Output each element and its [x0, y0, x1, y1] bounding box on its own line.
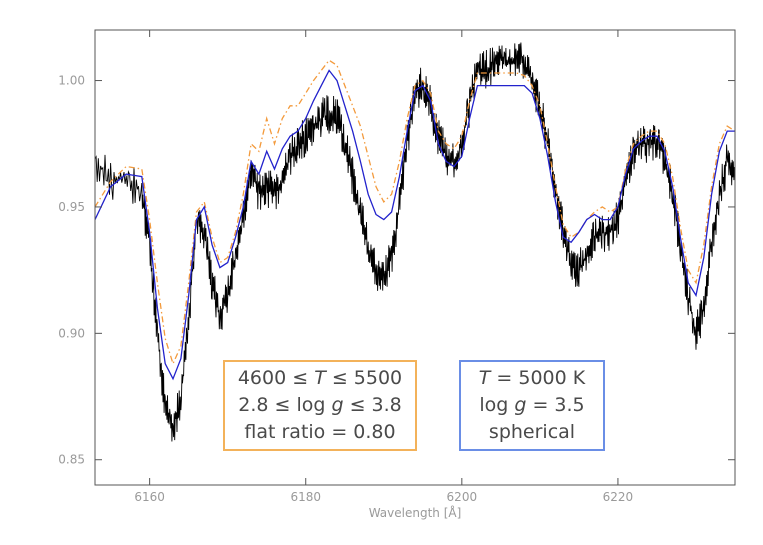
axis-ticks: 6160 6180 6200 6220 0.85 0.90 0.95 1.00: [58, 30, 735, 504]
legend-blue-line1: T = 5000 K: [461, 365, 603, 392]
legend-orange: 4600 ≤ T ≤ 5500 2.8 ≤ log g ≤ 3.8 flat r…: [223, 360, 417, 451]
series-line-2: [94, 69, 735, 381]
legend-orange-line2: 2.8 ≤ log g ≤ 3.8: [225, 392, 415, 419]
y-tick-label: 1.00: [58, 74, 85, 88]
legend-blue-line3: spherical: [488, 421, 576, 443]
legend-blue-line2-c: = 3.5: [526, 394, 585, 416]
legend-orange-line2-b: g: [331, 394, 344, 416]
x-tick-label: 6160: [134, 490, 165, 504]
series-line-0: [94, 42, 736, 442]
legend-orange-line2-c: ≤ 3.8: [343, 394, 402, 416]
legend-orange-line1-c: ≤ 5500: [325, 367, 403, 389]
legend-orange-line1-a: 4600 ≤: [237, 367, 315, 389]
x-tick-label: 6200: [447, 490, 478, 504]
x-axis-label: Wavelength [Å]: [369, 505, 462, 520]
legend-blue-line2: log g = 3.5: [461, 392, 603, 419]
series-line-1: [94, 59, 736, 366]
y-tick-label: 0.85: [58, 453, 85, 467]
legend-blue: T = 5000 K log g = 3.5 spherical: [459, 360, 605, 451]
legend-orange-line1: 4600 ≤ T ≤ 5500: [225, 365, 415, 392]
x-tick-label: 6180: [290, 490, 321, 504]
y-tick-label: 0.90: [58, 326, 85, 340]
plot-frame: [94, 29, 736, 486]
y-tick-label: 0.95: [58, 200, 85, 214]
legend-orange-line1-b: T: [314, 367, 326, 389]
legend-blue-line2-b: g: [514, 394, 527, 416]
legend-blue-line1-a: T: [478, 367, 491, 389]
legend-orange-line2-a: 2.8 ≤ log: [238, 394, 332, 416]
legend-blue-line2-a: log: [479, 394, 515, 416]
plot-lines: [94, 42, 736, 442]
legend-orange-line3: flat ratio = 0.80: [244, 421, 396, 443]
x-tick-label: 6220: [603, 490, 634, 504]
legend-blue-line1-b: = 5000 K: [490, 367, 586, 389]
